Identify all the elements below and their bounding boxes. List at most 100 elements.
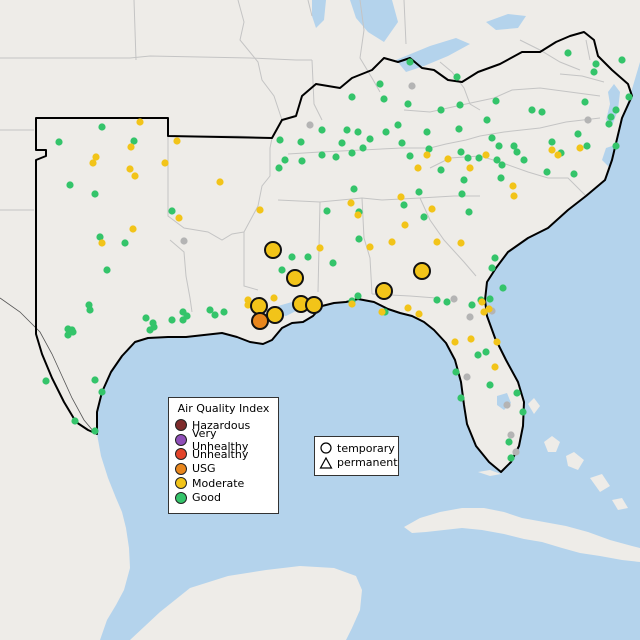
monitor-grey-small[interactable] xyxy=(466,313,474,321)
monitor-good-small[interactable] xyxy=(355,235,363,243)
monitor-good-small[interactable] xyxy=(318,151,326,159)
monitor-good-small[interactable] xyxy=(457,148,465,156)
monitor-good-small[interactable] xyxy=(457,394,465,402)
monitor-good-small[interactable] xyxy=(474,351,482,359)
monitor-moderate-small[interactable] xyxy=(126,165,134,173)
monitor-good-small[interactable] xyxy=(592,60,600,68)
monitor-good-small[interactable] xyxy=(548,138,556,146)
monitor-moderate-small[interactable] xyxy=(428,205,436,213)
monitor-good-small[interactable] xyxy=(276,136,284,144)
monitor-good-small[interactable] xyxy=(486,381,494,389)
monitor-moderate-small[interactable] xyxy=(175,214,183,222)
monitor-moderate-small[interactable] xyxy=(256,206,264,214)
monitor-moderate-small[interactable] xyxy=(576,144,584,152)
monitor-good-small[interactable] xyxy=(96,233,104,241)
monitor-good-small[interactable] xyxy=(281,156,289,164)
monitor-moderate-small[interactable] xyxy=(136,118,144,126)
monitor-good-small[interactable] xyxy=(452,368,460,376)
monitor-good-small[interactable] xyxy=(443,298,451,306)
monitor-moderate-small[interactable] xyxy=(401,221,409,229)
monitor-moderate-small[interactable] xyxy=(478,298,486,306)
monitor-good-small[interactable] xyxy=(121,239,129,247)
monitor-good-small[interactable] xyxy=(288,253,296,261)
monitor-good-small[interactable] xyxy=(150,323,158,331)
monitor-good-small[interactable] xyxy=(42,377,50,385)
monitor-moderate-small[interactable] xyxy=(467,335,475,343)
monitor-moderate-small[interactable] xyxy=(127,143,135,151)
monitor-good-small[interactable] xyxy=(465,208,473,216)
monitor-good-small[interactable] xyxy=(406,152,414,160)
monitor-good-small[interactable] xyxy=(323,207,331,215)
monitor-good-small[interactable] xyxy=(460,176,468,184)
monitor-grey-small[interactable] xyxy=(512,448,520,456)
monitor-good-small[interactable] xyxy=(420,213,428,221)
monitor-moderate-small[interactable] xyxy=(92,153,100,161)
monitor-good-small[interactable] xyxy=(590,68,598,76)
monitor-good-small[interactable] xyxy=(86,306,94,314)
monitor-good-small[interactable] xyxy=(564,49,572,57)
monitor-good-small[interactable] xyxy=(71,417,79,425)
monitor-good-small[interactable] xyxy=(69,328,77,336)
monitor-moderate-small[interactable] xyxy=(548,146,556,154)
monitor-good-small[interactable] xyxy=(425,145,433,153)
monitor-moderate-small[interactable] xyxy=(510,192,518,200)
monitor-moderate-small[interactable] xyxy=(348,300,356,308)
monitor-moderate-small[interactable] xyxy=(482,151,490,159)
monitor-good-small[interactable] xyxy=(91,376,99,384)
monitor-moderate-small[interactable] xyxy=(397,193,405,201)
monitor-good-small[interactable] xyxy=(382,128,390,136)
monitor-good-small[interactable] xyxy=(348,149,356,157)
monitor-moderate-small[interactable] xyxy=(415,310,423,318)
monitor-good-small[interactable] xyxy=(499,284,507,292)
monitor-good-small[interactable] xyxy=(513,389,521,397)
monitor-good-small[interactable] xyxy=(505,438,513,446)
monitor-moderate-small[interactable] xyxy=(451,338,459,346)
monitor-good-small[interactable] xyxy=(468,301,476,309)
monitor-good-small[interactable] xyxy=(453,73,461,81)
monitor-good-small[interactable] xyxy=(304,253,312,261)
monitor-good-small[interactable] xyxy=(491,254,499,262)
monitor-good-small[interactable] xyxy=(91,427,99,435)
monitor-good-small[interactable] xyxy=(475,154,483,162)
monitor-moderate-small[interactable] xyxy=(388,238,396,246)
monitor-good-small[interactable] xyxy=(488,264,496,272)
monitor-good-small[interactable] xyxy=(98,388,106,396)
monitor-good-small[interactable] xyxy=(103,266,111,274)
monitor-moderate-small[interactable] xyxy=(244,301,252,309)
monitor-good-small[interactable] xyxy=(278,266,286,274)
monitor-moderate-small[interactable] xyxy=(347,199,355,207)
monitor-moderate-small[interactable] xyxy=(173,137,181,145)
monitor-good-small[interactable] xyxy=(497,174,505,182)
monitor-moderate-small[interactable] xyxy=(404,304,412,312)
monitor-good-small[interactable] xyxy=(543,168,551,176)
monitor-moderate-small[interactable] xyxy=(98,239,106,247)
monitor-good-small[interactable] xyxy=(538,108,546,116)
monitor-moderate-small[interactable] xyxy=(493,338,501,346)
monitor-good-small[interactable] xyxy=(488,134,496,142)
monitor-grey-small[interactable] xyxy=(584,116,592,124)
monitor-good-small[interactable] xyxy=(520,156,528,164)
monitor-good-small[interactable] xyxy=(423,128,431,136)
monitor-moderate-large[interactable] xyxy=(264,241,282,259)
monitor-usg-large[interactable] xyxy=(251,312,269,330)
monitor-good-small[interactable] xyxy=(318,126,326,134)
monitor-good-small[interactable] xyxy=(574,130,582,138)
monitor-good-small[interactable] xyxy=(618,56,626,64)
monitor-good-small[interactable] xyxy=(350,185,358,193)
monitor-good-small[interactable] xyxy=(297,138,305,146)
monitor-good-small[interactable] xyxy=(433,296,441,304)
monitor-moderate-large[interactable] xyxy=(413,262,431,280)
monitor-good-small[interactable] xyxy=(498,161,506,169)
monitor-moderate-large[interactable] xyxy=(266,306,284,324)
monitor-good-small[interactable] xyxy=(581,98,589,106)
monitor-good-small[interactable] xyxy=(354,292,362,300)
monitor-moderate-small[interactable] xyxy=(244,296,252,304)
monitor-good-small[interactable] xyxy=(404,100,412,108)
monitor-good-small[interactable] xyxy=(612,142,620,150)
monitor-moderate-small[interactable] xyxy=(485,305,493,313)
monitor-moderate-small[interactable] xyxy=(466,164,474,172)
monitor-good-small[interactable] xyxy=(359,144,367,152)
monitor-good-small[interactable] xyxy=(366,135,374,143)
monitor-grey-small[interactable] xyxy=(463,373,471,381)
monitor-good-small[interactable] xyxy=(507,454,515,462)
